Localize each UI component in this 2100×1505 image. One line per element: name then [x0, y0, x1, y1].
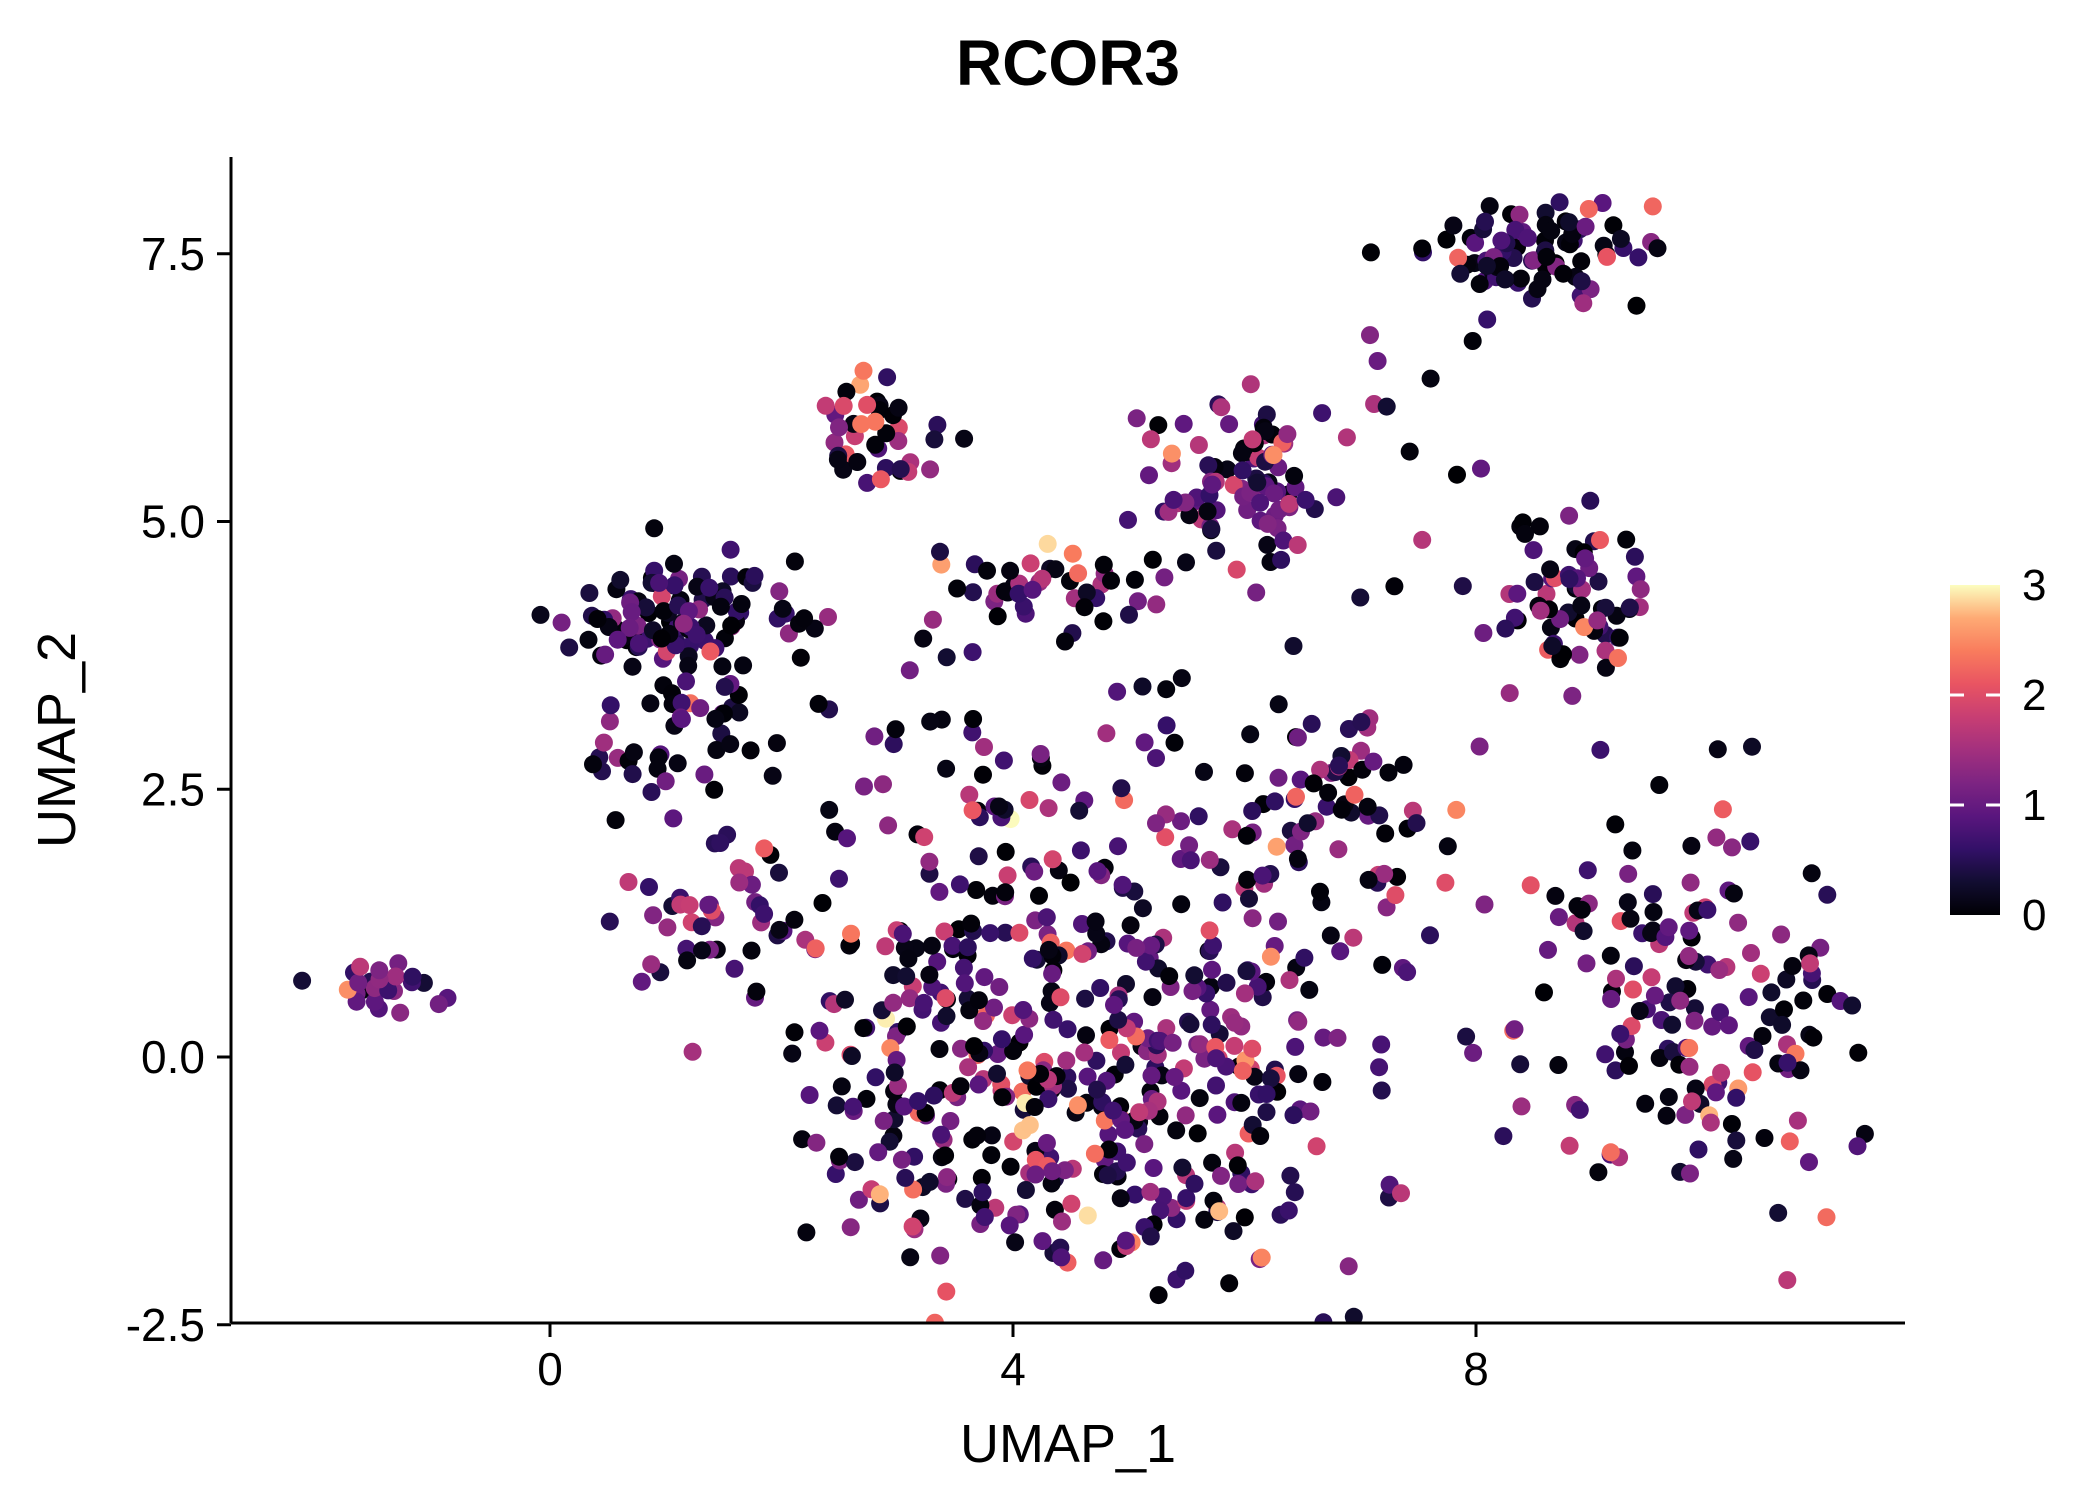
x-axis-label: UMAP_1 — [960, 1414, 1176, 1474]
x-tick-label: 8 — [1463, 1343, 1489, 1395]
plot-title: RCOR3 — [956, 27, 1180, 99]
colorbar-gradient — [1950, 585, 2000, 915]
legend-tick-label: 0 — [2022, 891, 2046, 940]
y-tick-label: 2.5 — [141, 763, 205, 815]
scatter-points — [293, 193, 1874, 1323]
y-axis-label: UMAP_2 — [27, 632, 87, 848]
x-tick-label: 4 — [1000, 1343, 1026, 1395]
x-tick-label: 0 — [537, 1343, 563, 1395]
y-tick-label: -2.5 — [126, 1299, 205, 1351]
y-tick-label: 5.0 — [141, 496, 205, 548]
axes: 0 4 8 7.5 5.0 2.5 0.0 -2.5 — [126, 157, 1905, 1395]
colorbar-legend: 3 2 1 0 — [1950, 561, 2046, 940]
y-tick-label: 7.5 — [141, 228, 205, 280]
legend-tick-label: 2 — [2022, 671, 2046, 720]
legend-tick-label: 1 — [2022, 781, 2046, 830]
legend-tick-label: 3 — [2022, 561, 2046, 610]
y-tick-label: 0.0 — [141, 1031, 205, 1083]
